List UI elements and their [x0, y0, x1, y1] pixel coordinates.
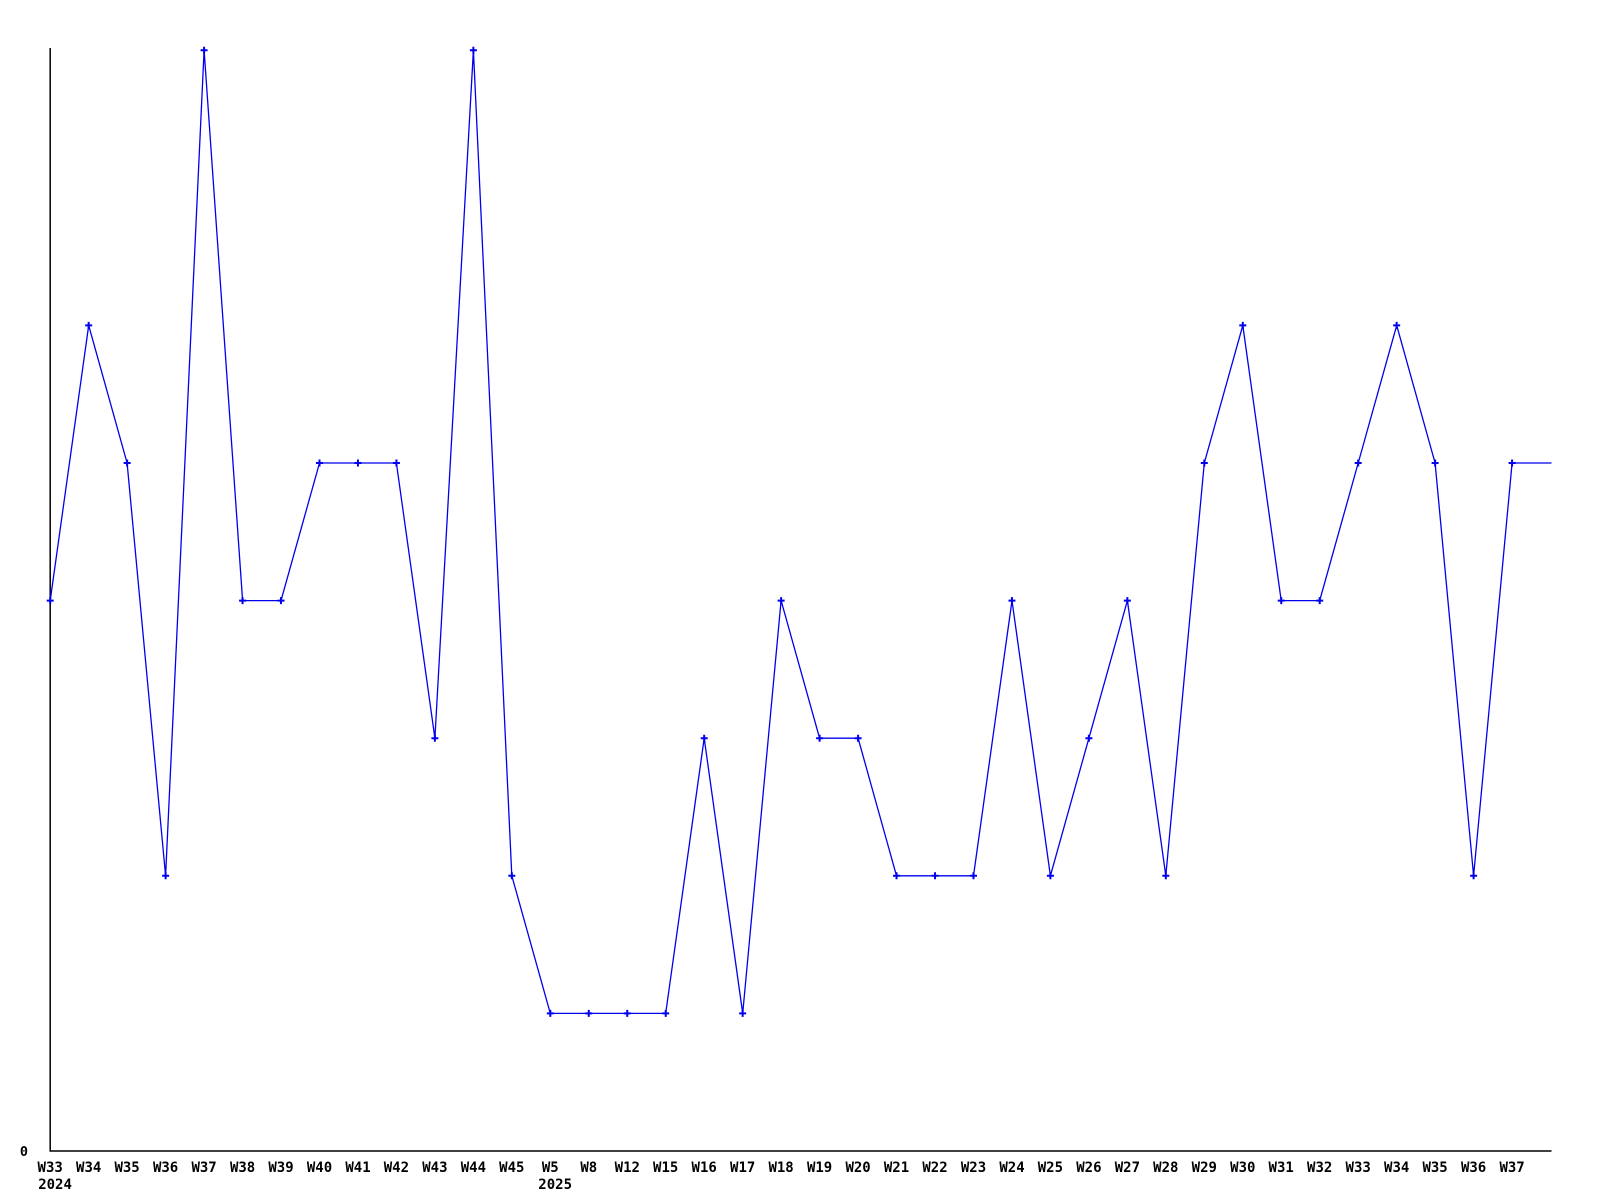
data-point-marker: [931, 872, 939, 880]
x-axis-tick-label: W38: [230, 1160, 255, 1176]
x-axis-tick-label: W44: [461, 1160, 486, 1176]
data-point-marker: [431, 734, 439, 742]
data-point-marker: [1393, 321, 1401, 329]
data-series-line: [49, 50, 1552, 1015]
data-point-marker: [85, 321, 93, 329]
data-point-marker: [1277, 597, 1285, 605]
x-axis-tick-label: W37: [191, 1160, 216, 1176]
data-point-marker: [1239, 321, 1247, 329]
y-axis-tick-label: 0: [20, 1144, 28, 1160]
x-axis-tick-label: W12: [615, 1160, 640, 1176]
data-point-marker: [1085, 734, 1093, 742]
x-axis-year-label: 2025: [538, 1177, 572, 1193]
x-axis-tick-label: W16: [692, 1160, 717, 1176]
x-axis-tick-label: W36: [1461, 1160, 1486, 1176]
data-point-marker: [1162, 872, 1170, 880]
data-point-marker: [739, 1009, 747, 1017]
x-axis-tick-label: W23: [961, 1160, 986, 1176]
x-axis-tick-label: W41: [345, 1160, 370, 1176]
x-axis-tick-label: W33: [1346, 1160, 1371, 1176]
x-axis-tick-label: W17: [730, 1160, 755, 1176]
x-axis-tick-label: W37: [1499, 1160, 1524, 1176]
x-axis-tick-label: W35: [1422, 1160, 1447, 1176]
x-axis-tick-label: W39: [268, 1160, 293, 1176]
data-point-marker: [315, 459, 323, 467]
x-axis-tick-label: W45: [499, 1160, 524, 1176]
axis-lines: [49, 48, 1552, 1152]
x-axis-tick-label: W34: [76, 1160, 101, 1176]
x-axis-tick-label: W31: [1269, 1160, 1294, 1176]
data-point-marker: [277, 597, 285, 605]
x-axis-tick-label: W34: [1384, 1160, 1409, 1176]
x-axis-tick-label: W8: [580, 1160, 597, 1176]
data-point-marker: [239, 597, 247, 605]
data-point-marker: [585, 1009, 593, 1017]
data-point-marker: [469, 46, 477, 54]
data-point-marker: [1470, 872, 1478, 880]
x-axis-tick-label: W40: [307, 1160, 332, 1176]
x-axis-tick-label: W28: [1153, 1160, 1178, 1176]
data-point-marker: [662, 1009, 670, 1017]
data-point-marker: [893, 872, 901, 880]
data-point-marker: [777, 597, 785, 605]
x-axis-tick-label: W19: [807, 1160, 832, 1176]
data-point-marker: [508, 872, 516, 880]
x-axis-tick-label: W26: [1076, 1160, 1101, 1176]
data-point-marker: [969, 872, 977, 880]
x-axis-tick-label: W18: [768, 1160, 793, 1176]
data-point-marker: [816, 734, 824, 742]
x-axis-tick-label: W15: [653, 1160, 678, 1176]
x-axis-tick-label: W21: [884, 1160, 909, 1176]
x-axis-tick-label: W24: [999, 1160, 1024, 1176]
x-axis-tick-label: W42: [384, 1160, 409, 1176]
x-axis-tick-label: W27: [1115, 1160, 1140, 1176]
data-point-marker: [1354, 459, 1362, 467]
x-axis-tick-label: W32: [1307, 1160, 1332, 1176]
data-point-marker: [546, 1009, 554, 1017]
data-point-marker: [1008, 597, 1016, 605]
data-point-marker: [1431, 459, 1439, 467]
data-point-marker: [1508, 459, 1516, 467]
data-point-marker: [623, 1009, 631, 1017]
data-point-marker: [1200, 459, 1208, 467]
data-point-marker: [1123, 597, 1131, 605]
x-axis-tick-label: W29: [1192, 1160, 1217, 1176]
x-axis-tick-label: W5: [542, 1160, 559, 1176]
x-axis-year-label: 2024: [38, 1177, 72, 1193]
data-point-marker: [854, 734, 862, 742]
x-axis-tick-label: W25: [1038, 1160, 1063, 1176]
data-point-marker: [392, 459, 400, 467]
data-point-marker: [46, 597, 54, 605]
data-point-marker: [200, 46, 208, 54]
data-point-marker: [1046, 872, 1054, 880]
data-point-marker: [162, 872, 170, 880]
x-axis-tick-label: W43: [422, 1160, 447, 1176]
x-axis-tick-label: W33: [38, 1160, 63, 1176]
x-axis-tick-label: W30: [1230, 1160, 1255, 1176]
data-point-marker: [700, 734, 708, 742]
data-point-marker: [1316, 597, 1324, 605]
data-point-marker: [354, 459, 362, 467]
data-point-marker: [123, 459, 131, 467]
x-axis-tick-label: W20: [845, 1160, 870, 1176]
x-axis-tick-label: W22: [922, 1160, 947, 1176]
x-axis-tick-label: W35: [114, 1160, 139, 1176]
x-axis-tick-label: W36: [153, 1160, 178, 1176]
